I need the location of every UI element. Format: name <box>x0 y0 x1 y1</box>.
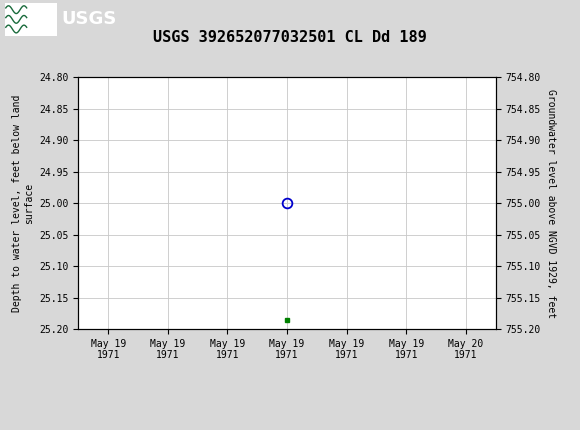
FancyBboxPatch shape <box>5 3 57 36</box>
Y-axis label: Depth to water level, feet below land
surface: Depth to water level, feet below land su… <box>12 95 34 312</box>
Y-axis label: Groundwater level above NGVD 1929, feet: Groundwater level above NGVD 1929, feet <box>546 89 556 318</box>
Text: USGS 392652077032501 CL Dd 189: USGS 392652077032501 CL Dd 189 <box>153 30 427 45</box>
Text: USGS: USGS <box>61 10 117 28</box>
